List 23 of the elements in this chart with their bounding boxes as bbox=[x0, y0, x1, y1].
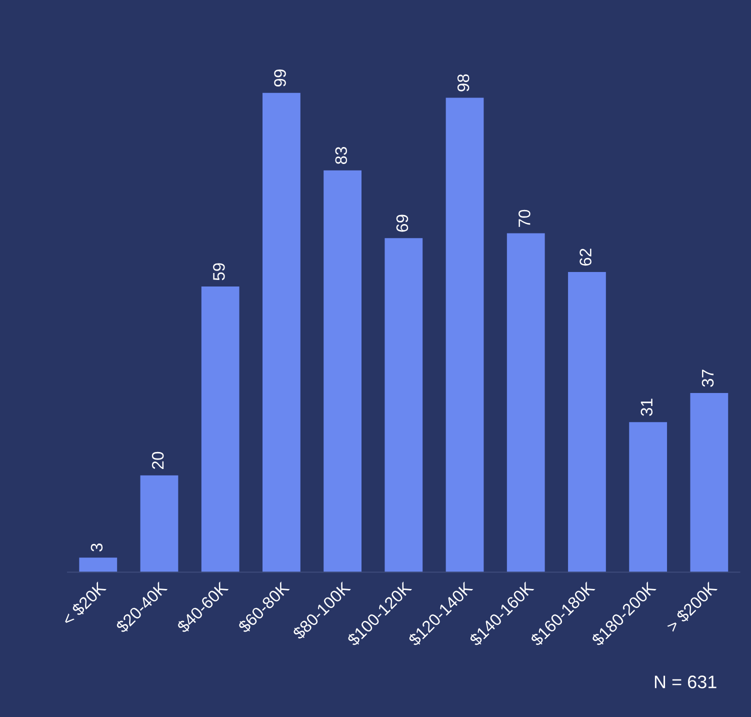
text: N = 631 bbox=[654, 676, 716, 688]
bar bbox=[324, 170, 362, 572]
bar bbox=[446, 98, 484, 572]
data-label: 31 bbox=[640, 398, 653, 416]
bar bbox=[140, 475, 178, 572]
data-label: 69 bbox=[396, 214, 408, 232]
bar bbox=[568, 272, 606, 572]
data-label: 62 bbox=[580, 248, 592, 266]
bar bbox=[690, 393, 728, 572]
bar bbox=[506, 233, 545, 572]
data-label: 83 bbox=[335, 146, 348, 164]
data-label: 37 bbox=[702, 370, 714, 387]
data-label: 99 bbox=[274, 70, 286, 87]
bar bbox=[201, 286, 240, 572]
data-label: 59 bbox=[213, 263, 225, 280]
bar bbox=[262, 92, 300, 572]
data-label: 3 bbox=[90, 544, 103, 552]
bar bbox=[384, 238, 423, 572]
data-label: 20 bbox=[152, 452, 164, 469]
data-label: 98 bbox=[457, 74, 470, 92]
bar bbox=[79, 558, 118, 572]
bar bbox=[629, 422, 668, 572]
data-label: 70 bbox=[518, 210, 530, 227]
